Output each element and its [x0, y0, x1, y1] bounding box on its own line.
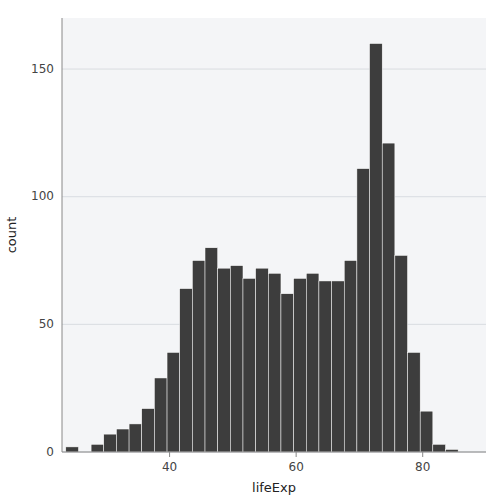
histogram-bar [370, 44, 383, 452]
histogram-bar [142, 409, 155, 452]
histogram-bar [256, 268, 269, 452]
x-tick [169, 452, 170, 457]
histogram-bar [319, 281, 332, 452]
y-tick-label: 100 [31, 189, 54, 203]
histogram-bar [243, 278, 256, 452]
y-tick-label: 50 [39, 317, 54, 331]
histogram-bar [382, 143, 395, 452]
grid-line [62, 69, 486, 70]
histogram-bar [205, 248, 218, 452]
histogram-bar [91, 444, 104, 452]
histogram-bar [395, 255, 408, 452]
grid-line [62, 196, 486, 197]
histogram-bar [408, 352, 421, 452]
histogram-bar [357, 169, 370, 452]
histogram-bar [344, 261, 357, 452]
histogram-bar [180, 289, 193, 452]
chart: 0 50 100 150 40 60 80 lifeExp count [0, 0, 504, 504]
x-tick-label: 60 [289, 460, 304, 474]
grid [62, 69, 486, 452]
x-tick [422, 452, 423, 457]
y-axis-label: count [4, 217, 19, 254]
y-tick-label: 150 [31, 62, 54, 76]
histogram-bar [294, 278, 307, 452]
histogram-bar [230, 266, 243, 452]
histogram-bar [218, 268, 231, 452]
x-axis-label: lifeExp [252, 480, 296, 495]
x-tick [296, 452, 297, 457]
histogram-bar [116, 429, 129, 452]
histogram-bar [129, 424, 142, 452]
histogram-bar [433, 444, 446, 452]
histogram-bar [154, 378, 167, 452]
histogram-bar [281, 294, 294, 452]
chart-container: 0 50 100 150 40 60 80 lifeExp count [0, 0, 504, 504]
plot-background [62, 18, 486, 452]
bars [66, 44, 458, 452]
histogram-bar [306, 273, 319, 452]
histogram-bar [192, 261, 205, 452]
histogram-bar [66, 447, 79, 452]
histogram-bar [104, 434, 117, 452]
histogram-bar [167, 352, 180, 452]
y-tick-label: 0 [46, 445, 54, 459]
x-tick-label: 40 [162, 460, 177, 474]
x-tick-label: 80 [415, 460, 430, 474]
histogram-bar [332, 281, 345, 452]
histogram-bar [420, 411, 433, 452]
y-axis-line [62, 18, 63, 452]
histogram-bar [268, 273, 281, 452]
